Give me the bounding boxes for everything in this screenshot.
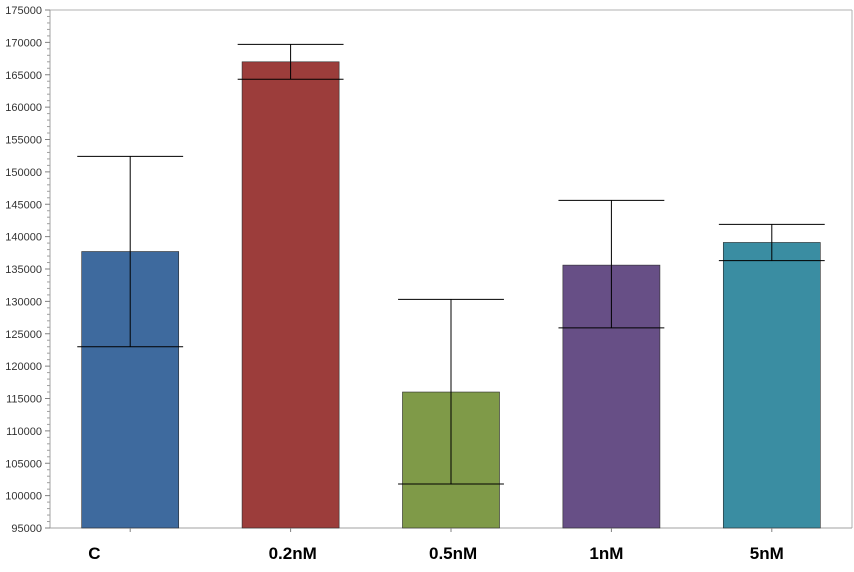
- error-bars-group: [77, 43, 825, 485]
- y-tick-label: 165000: [5, 70, 42, 82]
- y-tick-label: 160000: [5, 102, 42, 114]
- y-tick-label: 130000: [5, 296, 42, 308]
- y-tick-label: 140000: [5, 232, 42, 244]
- y-tick-label: 100000: [5, 491, 42, 503]
- y-tick-label: 170000: [5, 37, 42, 49]
- y-tick-label: 110000: [6, 426, 42, 438]
- y-tick-label: 145000: [5, 199, 42, 211]
- x-tick-label: 0.2nM: [269, 544, 317, 563]
- y-axis: 95000 100000 105000 110000 115000 120000 12500…: [5, 5, 51, 535]
- y-tick-label: 120000: [5, 361, 42, 373]
- bar: [722, 242, 821, 529]
- y-tick-label: 95000: [11, 523, 42, 535]
- y-tick-label: 155000: [5, 135, 42, 147]
- y-tick-label: 105000: [5, 458, 42, 470]
- y-tick-label: 150000: [5, 167, 42, 179]
- x-tick-label: C: [88, 544, 100, 563]
- y-tick-label: 175000: [5, 5, 42, 17]
- x-tick-label: 1nM: [589, 544, 623, 563]
- x-axis: C 0.2nM 0.5nM 1nM 5nM: [88, 528, 784, 563]
- y-tick-label: 125000: [5, 329, 42, 341]
- y-tick-label: 115000: [6, 394, 42, 406]
- bar: [241, 61, 340, 529]
- x-tick-label: 5nM: [750, 544, 784, 563]
- y-tick-label: 135000: [5, 264, 42, 276]
- x-tick-label: 0.5nM: [429, 544, 477, 563]
